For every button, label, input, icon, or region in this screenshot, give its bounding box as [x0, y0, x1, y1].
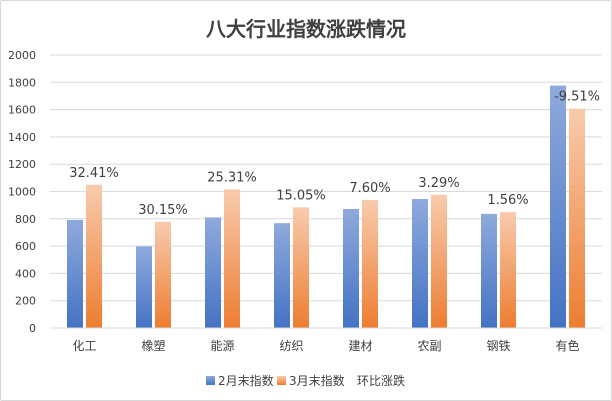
legend-item-series1: 2月末指数	[206, 373, 274, 388]
y-tick-label: 1800	[8, 76, 36, 89]
legend-swatch-series1	[206, 376, 215, 385]
x-tick-label: 纺织	[279, 339, 303, 353]
y-tick-label: 1000	[8, 186, 36, 199]
bar-series2-0	[86, 184, 102, 328]
data-label: 1.56%	[487, 193, 528, 208]
chart-title: 八大行业指数涨跌情况	[206, 17, 406, 41]
bar-series1-6	[481, 213, 497, 328]
data-label: 25.31%	[207, 170, 257, 185]
legend-label-series2: 3月末指数	[289, 373, 345, 388]
y-tick-label: 400	[15, 267, 36, 280]
legend-label-series3: 环比涨跌	[357, 373, 405, 388]
gridlines	[50, 54, 602, 329]
x-axis: 化工 橡塑 能源 纺织 建材 农副 钢铁 有色	[50, 327, 602, 353]
x-tick-label: 建材	[348, 339, 372, 353]
y-tick-label: 2000	[8, 49, 36, 62]
bar-series2-5	[431, 194, 447, 328]
bar-series2-4	[362, 199, 378, 328]
legend-swatch-series2	[277, 376, 286, 385]
y-tick-label: 0	[29, 322, 36, 335]
data-label: 30.15%	[138, 203, 188, 218]
legend-item-series3: 环比涨跌	[357, 373, 405, 388]
y-tick-label: 1400	[8, 131, 36, 144]
legend: 2月末指数 3月末指数 环比涨跌	[206, 373, 405, 388]
y-tick-label: 200	[15, 295, 36, 308]
y-axis: 0 200 400 600 800 1000 1200 1400 1600 1800 2000	[8, 49, 36, 335]
data-label: 3.29%	[418, 176, 459, 191]
y-tick-label: 1600	[8, 104, 36, 117]
y-tick-label: 1200	[8, 158, 36, 171]
x-tick-label: 钢铁	[486, 339, 510, 353]
bar-series2-1	[155, 221, 171, 328]
bar-series2-2	[224, 189, 240, 328]
bar-series1-0	[67, 219, 83, 328]
bar-series1-5	[412, 199, 428, 328]
x-tick-label: 有色	[555, 339, 579, 353]
data-label: 15.05%	[276, 188, 326, 203]
bar-series2-6	[500, 212, 516, 328]
data-labels: 32.41% 30.15% 25.31% 15.05% 7.60% 3.29% 1.56% -…	[69, 90, 600, 218]
data-label: -9.51%	[554, 90, 600, 105]
bar-series1-3	[274, 223, 290, 328]
bars	[67, 85, 585, 329]
bar-series1-1	[136, 246, 152, 328]
x-tick-label: 橡塑	[141, 338, 165, 353]
data-label: 7.60%	[349, 181, 390, 196]
bar-series1-4	[343, 208, 359, 328]
x-tick-label: 能源	[210, 339, 234, 353]
bar-series1-7	[550, 85, 566, 329]
y-tick-label: 800	[15, 213, 36, 226]
y-tick-label: 600	[15, 240, 36, 253]
bar-series2-7	[569, 108, 585, 328]
legend-item-series2: 3月末指数	[277, 373, 345, 388]
x-tick-label: 农副	[417, 339, 441, 353]
data-label: 32.41%	[69, 166, 119, 181]
legend-label-series1: 2月末指数	[218, 373, 274, 388]
bar-series1-2	[205, 217, 221, 328]
bar-series2-3	[293, 207, 309, 328]
x-tick-label: 化工	[72, 339, 96, 353]
